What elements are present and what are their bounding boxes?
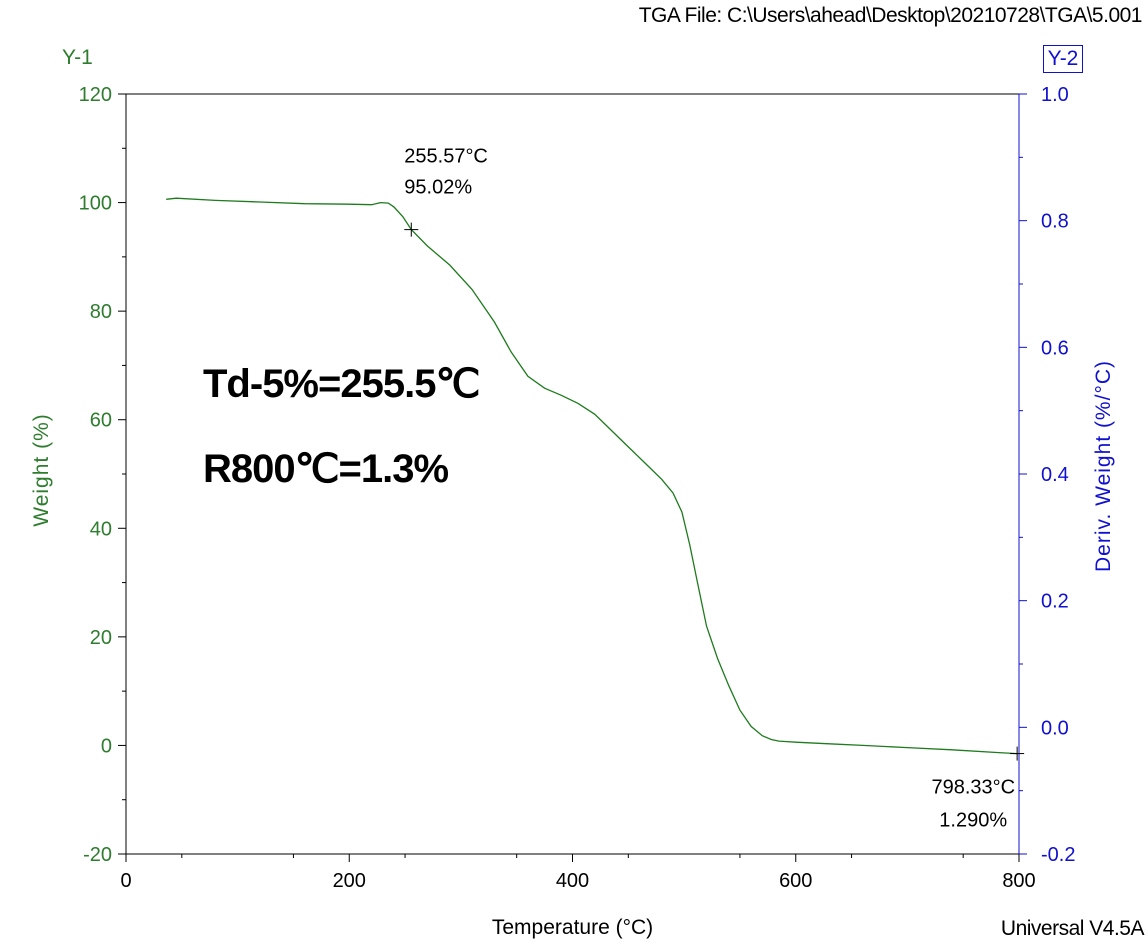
y2-tick-label: 0.0: [1041, 717, 1069, 739]
x-axis-title: Temperature (°C): [492, 916, 653, 939]
x-tick-label: 600: [779, 870, 812, 892]
x-tick-label: 800: [1002, 870, 1035, 892]
y1-tick-label: -20: [83, 844, 112, 866]
y2-axis-tag: Y-2: [1043, 45, 1083, 73]
weight-curve: [166, 197, 1018, 755]
y1-tick-label: 100: [79, 193, 112, 215]
x-tick-label: 400: [556, 870, 589, 892]
residue-note: R800℃=1.3%: [203, 447, 449, 491]
y2-tick-label: 0.2: [1041, 591, 1069, 613]
y1-tick-label: 120: [79, 84, 112, 106]
y2-tick-label: 0.4: [1041, 464, 1069, 486]
x-tick-label: 200: [333, 870, 366, 892]
y1-axis-tag: Y-1: [62, 46, 93, 69]
y1-tick-label: 60: [90, 410, 112, 432]
file-path-header: TGA File: C:\Users\ahead\Desktop\2021072…: [638, 4, 1143, 27]
x-tick-label: 0: [120, 870, 131, 892]
annotation-weight-label: 95.02%: [404, 177, 472, 199]
y2-axis-title: Deriv. Weight (%/°C): [1092, 360, 1115, 572]
y2-tick-label: 0.6: [1041, 337, 1069, 359]
y1-tick-label: 20: [90, 627, 112, 649]
y1-tick-label: 80: [90, 301, 112, 323]
y1-axis-title: Weight (%): [30, 413, 53, 526]
y1-tick-label: 0: [101, 735, 112, 757]
y2-tick-label: 0.8: [1041, 211, 1069, 233]
annotation-temp-label: 255.57°C: [404, 146, 488, 168]
annotation-weight-label: 1.290%: [939, 810, 1007, 832]
annotation-temp-label: 798.33°C: [932, 777, 1016, 799]
y2-tick-label: 1.0: [1041, 84, 1069, 106]
y2-tick-label: -0.2: [1041, 844, 1075, 866]
software-version: Universal V4.5A: [1000, 917, 1145, 940]
y1-tick-label: 40: [90, 518, 112, 540]
td5-note: Td-5%=255.5℃: [203, 362, 479, 406]
